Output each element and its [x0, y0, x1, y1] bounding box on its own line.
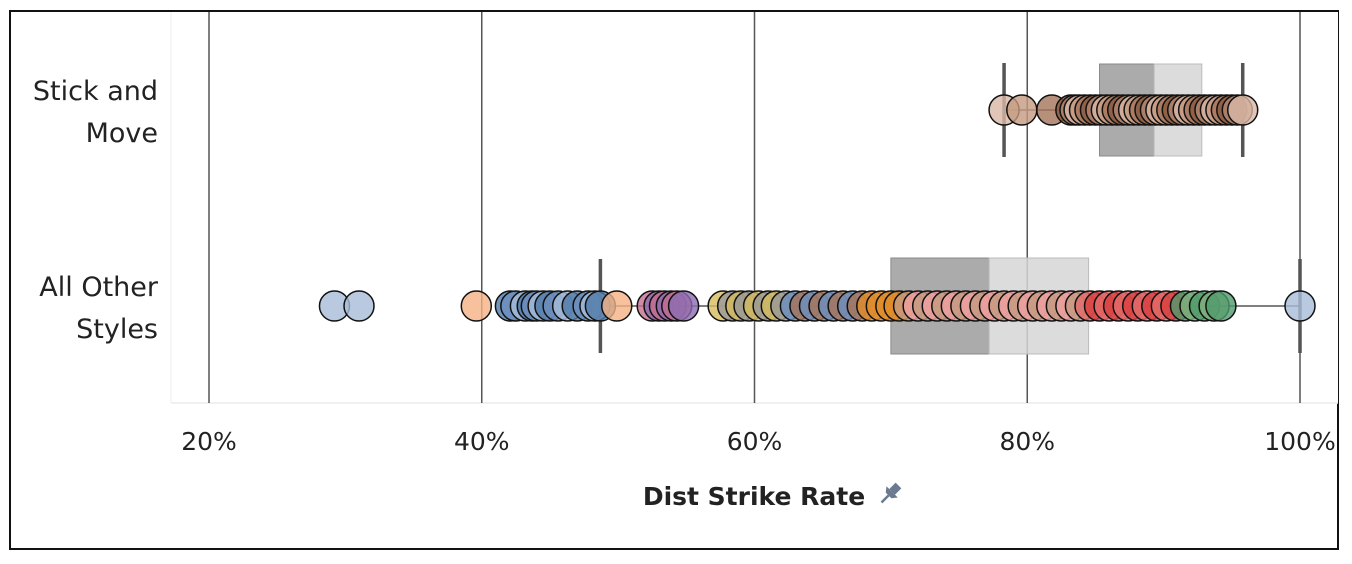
- x-tick-label: 20%: [181, 427, 237, 456]
- pin-needle: [880, 494, 890, 504]
- category-labels: Stick and Move All Other Styles: [33, 76, 159, 345]
- x-axis-title-group: Dist Strike Rate: [643, 480, 904, 511]
- category-label-line: Styles: [76, 314, 158, 345]
- data-point: [1006, 94, 1038, 126]
- data-points: [318, 94, 1316, 322]
- data-point: [601, 290, 633, 322]
- x-axis-title: Dist Strike Rate: [643, 482, 865, 511]
- category-label-line: Move: [86, 118, 158, 149]
- category-label-line: All Other: [39, 272, 159, 303]
- pin-head: [889, 482, 902, 495]
- x-tick-label: 80%: [999, 427, 1055, 456]
- x-tick-label: 60%: [727, 427, 783, 456]
- data-point: [1205, 290, 1237, 322]
- pin-icon[interactable]: [876, 480, 904, 508]
- data-point: [460, 290, 493, 322]
- category-label: All Other Styles: [39, 272, 159, 345]
- x-tick-label: 100%: [1264, 427, 1335, 456]
- data-point: [1284, 290, 1316, 322]
- category-label-line: Stick and: [33, 76, 158, 107]
- category-label: Stick and Move: [33, 76, 158, 149]
- x-tick-label: 40%: [454, 427, 510, 456]
- data-point: [343, 290, 375, 322]
- data-point: [1226, 94, 1259, 126]
- data-point: [667, 290, 700, 322]
- x-axis-ticks: 20% 40% 60% 80% 100%: [181, 427, 1336, 456]
- pin-collar: [885, 486, 898, 499]
